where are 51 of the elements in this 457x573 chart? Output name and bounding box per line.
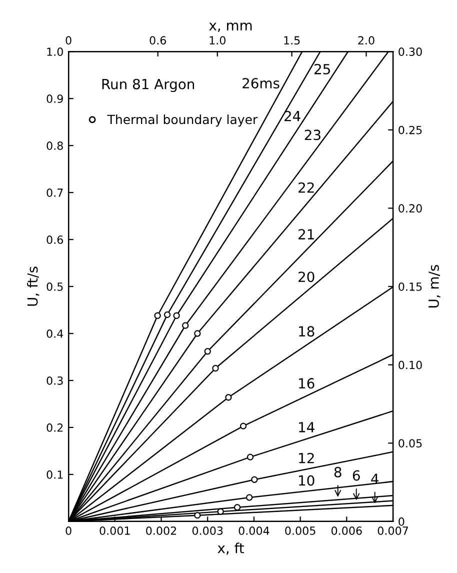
y2-axis-title: U, m/s (428, 264, 440, 308)
y2-tick-label: 0.15 (398, 282, 422, 291)
x-axis-title: x, ft (218, 542, 244, 555)
y2-tick-label: 0.10 (398, 360, 422, 370)
y-tick-label: 0.9 (46, 94, 63, 103)
series-label: 21 (298, 229, 314, 240)
y2-tick-label: 0.25 (398, 126, 422, 134)
y-tick-label: 0.8 (46, 142, 63, 150)
series-label: 26ms (242, 78, 280, 88)
y-tick-label: 0.1 (46, 470, 63, 479)
x2-tick-label: 2.0 (358, 36, 374, 45)
x2-tick-label: 1.5 (284, 36, 300, 45)
x-tick-label: 0.005 (285, 526, 316, 535)
series-label: 16 (299, 378, 314, 389)
annotation: Run 81 Argon (102, 78, 194, 92)
x-tick-label: 0.007 (378, 526, 408, 535)
x2-tick-label: 1.0 (210, 36, 226, 45)
y-axis-title: U, ft/s (27, 266, 40, 306)
series-label: 20 (298, 272, 314, 282)
y-tick-label: 0.5 (46, 282, 63, 291)
x2-axis-title: x, mm (209, 22, 252, 32)
x-tick-label: 0.004 (238, 526, 270, 535)
x-tick-label: 0.003 (192, 526, 223, 535)
y2-tick-label: 0.05 (398, 439, 422, 448)
x-tick-label: 0.006 (331, 526, 362, 535)
x-tick-label: 0.001 (100, 526, 130, 535)
legend-label: Thermal boundary layer (107, 114, 258, 127)
series-label: 6 (352, 470, 360, 481)
series-label: 10 (299, 475, 314, 486)
y-tick-label: 0.3 (46, 376, 63, 385)
y-tick-label: 0.7 (46, 188, 63, 197)
x-tick-label: 0.002 (146, 526, 176, 535)
series-label: 25 (314, 64, 330, 74)
series-label: 8 (334, 466, 342, 478)
series-label: 24 (284, 110, 300, 122)
x2-tick-label: 0.6 (150, 36, 166, 45)
y-tick-label: 0.6 (46, 235, 63, 244)
series-label: 22 (298, 182, 314, 193)
y2-tick-label: 0.20 (398, 204, 422, 213)
x-tick-label: 0 (66, 526, 72, 535)
series-label: 23 (304, 130, 320, 140)
y-tick-label: 0.4 (46, 329, 64, 338)
y2-tick-label: 0.30 (398, 48, 422, 56)
y2-tick-label: 0 (398, 517, 404, 526)
y-tick-label: 0.2 (46, 423, 63, 432)
y-tick-label: 1.0 (47, 48, 63, 56)
series-label: 14 (299, 422, 314, 432)
series-label: 12 (299, 452, 314, 464)
series-label: 4 (371, 474, 378, 484)
series-label: 18 (299, 326, 314, 337)
x2-tick-label: 0 (66, 36, 72, 45)
